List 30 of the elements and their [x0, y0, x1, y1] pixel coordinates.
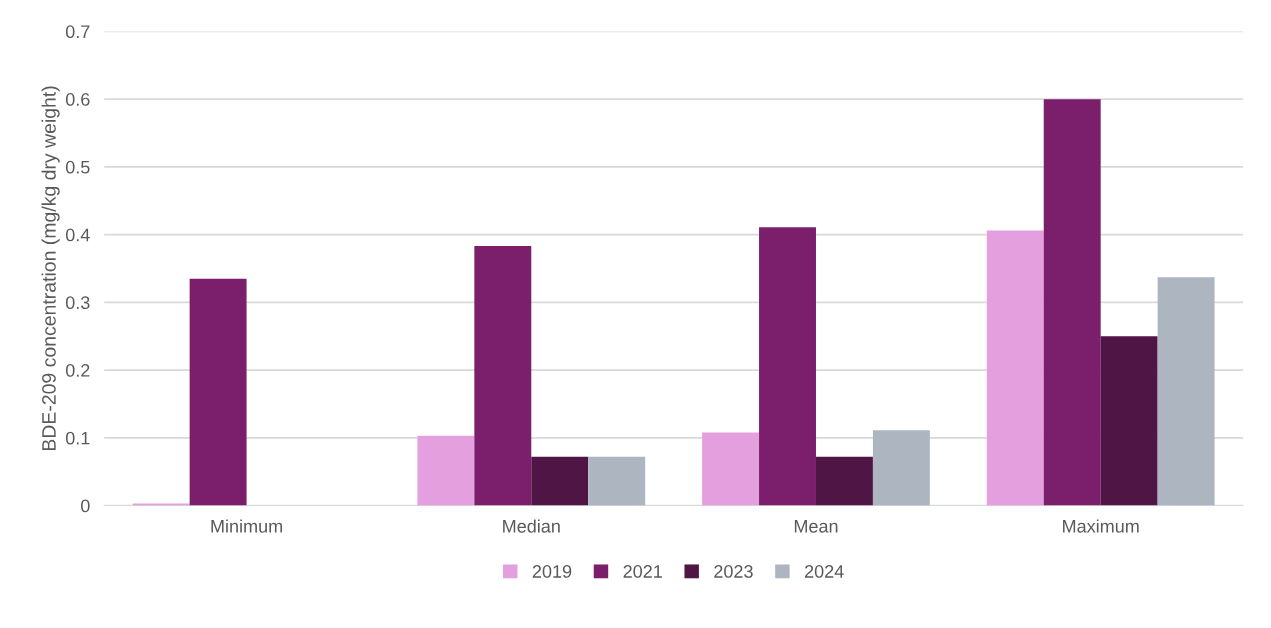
- legend-label: 2021: [623, 565, 662, 578]
- y-axis-title: BDE-209 concentration (mg/kg dry weight): [41, 86, 60, 451]
- bar: [531, 456, 589, 506]
- y-tick-label: 0.5: [65, 160, 90, 174]
- bar: [474, 246, 532, 506]
- x-tick-label: Maximum: [1063, 519, 1139, 533]
- y-tick-label: 0.3: [65, 296, 90, 310]
- x-tick-label: Median: [503, 519, 560, 533]
- bar: [1100, 336, 1158, 506]
- bar: [189, 278, 247, 506]
- y-tick-label: 0.4: [65, 228, 90, 242]
- legend-label: 2019: [532, 565, 572, 578]
- x-tick-label: Mean: [794, 520, 838, 533]
- bar: [872, 430, 930, 506]
- bar: [986, 230, 1044, 506]
- bar: [702, 432, 760, 506]
- y-tick-label: 0.7: [65, 25, 90, 39]
- y-tick-label: 0.6: [65, 93, 90, 106]
- bar: [588, 456, 646, 506]
- legend-label: 2024: [804, 565, 844, 578]
- legend-label: 2023: [714, 565, 753, 578]
- y-tick-label: 0: [81, 499, 90, 513]
- bar: [759, 227, 816, 506]
- bar: [1157, 277, 1215, 506]
- y-tick-label: 0.2: [65, 364, 90, 377]
- y-tick-label: 0.1: [65, 431, 90, 445]
- bar: [417, 435, 475, 506]
- bar: [815, 456, 873, 506]
- x-tick-label: Minimum: [211, 519, 282, 533]
- bar: [1043, 99, 1101, 506]
